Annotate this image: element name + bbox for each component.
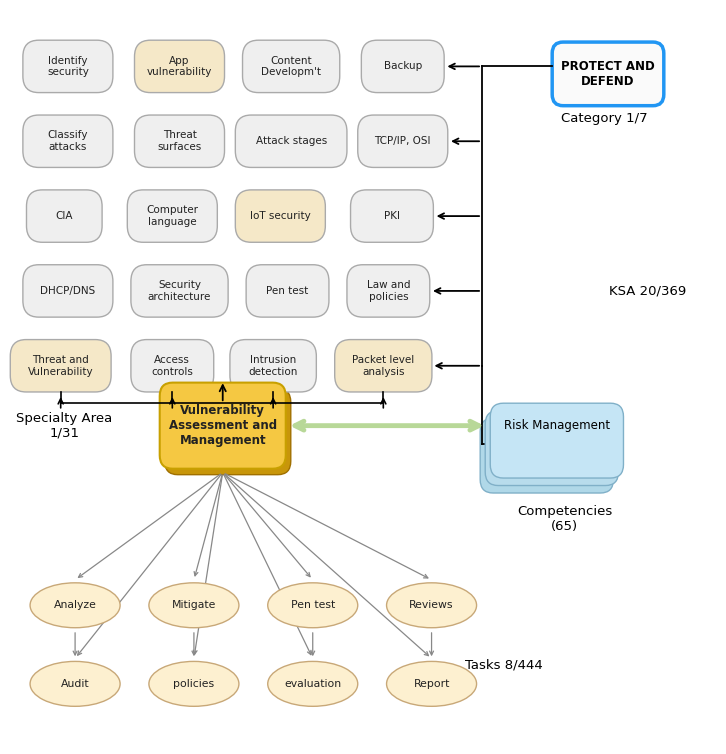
Text: Security
architecture: Security architecture <box>148 280 211 302</box>
FancyBboxPatch shape <box>165 388 291 475</box>
Text: Category 1/7: Category 1/7 <box>561 112 648 125</box>
Ellipse shape <box>149 583 239 628</box>
Text: Pen test: Pen test <box>266 286 309 296</box>
Text: Tasks 8/444: Tasks 8/444 <box>465 659 542 672</box>
FancyBboxPatch shape <box>347 265 430 317</box>
FancyBboxPatch shape <box>131 265 228 317</box>
Text: Competencies
(65): Competencies (65) <box>517 505 613 533</box>
FancyBboxPatch shape <box>480 418 613 493</box>
Text: Backup: Backup <box>383 61 422 72</box>
Text: Threat
surfaces: Threat surfaces <box>158 130 202 152</box>
Text: Law and
policies: Law and policies <box>367 280 410 302</box>
Text: policies: policies <box>174 679 214 689</box>
FancyBboxPatch shape <box>134 115 224 167</box>
Text: Reviews: Reviews <box>409 600 454 610</box>
Text: Packet level
analysis: Packet level analysis <box>352 355 415 376</box>
FancyBboxPatch shape <box>160 382 286 469</box>
FancyBboxPatch shape <box>246 265 329 317</box>
Text: Vulnerability
Assessment and
Management: Vulnerability Assessment and Management <box>168 404 277 447</box>
Text: PKI: PKI <box>384 211 400 221</box>
Ellipse shape <box>149 661 239 706</box>
Text: Specialty Area
1/31: Specialty Area 1/31 <box>16 412 113 440</box>
FancyBboxPatch shape <box>23 115 113 167</box>
FancyBboxPatch shape <box>235 115 347 167</box>
FancyBboxPatch shape <box>362 40 444 93</box>
Text: Analyze: Analyze <box>54 600 97 610</box>
Text: Report: Report <box>413 679 449 689</box>
Text: evaluation: evaluation <box>284 679 341 689</box>
Text: Risk Management: Risk Management <box>504 419 610 432</box>
Text: TCP/IP, OSI: TCP/IP, OSI <box>375 136 431 146</box>
FancyBboxPatch shape <box>10 339 111 392</box>
Ellipse shape <box>30 583 120 628</box>
FancyBboxPatch shape <box>242 40 340 93</box>
FancyBboxPatch shape <box>335 339 432 392</box>
Text: Computer
language: Computer language <box>147 205 198 227</box>
FancyBboxPatch shape <box>552 42 664 106</box>
Text: Audit: Audit <box>61 679 89 689</box>
FancyBboxPatch shape <box>235 190 325 242</box>
Text: KSA 20/369: KSA 20/369 <box>609 284 686 297</box>
Ellipse shape <box>268 661 358 706</box>
Text: Identify
security: Identify security <box>47 56 89 77</box>
Text: Content
Developm't: Content Developm't <box>261 56 321 77</box>
FancyBboxPatch shape <box>134 40 224 93</box>
Text: DHCP/DNS: DHCP/DNS <box>40 286 96 296</box>
Ellipse shape <box>268 583 358 628</box>
FancyBboxPatch shape <box>490 403 624 478</box>
FancyBboxPatch shape <box>230 339 317 392</box>
Text: App
vulnerability: App vulnerability <box>147 56 212 77</box>
Ellipse shape <box>386 661 476 706</box>
Text: Intrusion
detection: Intrusion detection <box>248 355 298 376</box>
Text: IoT security: IoT security <box>250 211 311 221</box>
Text: PROTECT AND
DEFEND: PROTECT AND DEFEND <box>561 60 655 88</box>
FancyBboxPatch shape <box>351 190 433 242</box>
Text: Threat and
Vulnerability: Threat and Vulnerability <box>28 355 94 376</box>
FancyBboxPatch shape <box>131 339 213 392</box>
FancyBboxPatch shape <box>23 265 113 317</box>
FancyBboxPatch shape <box>485 411 619 486</box>
Text: Access
controls: Access controls <box>152 355 193 376</box>
Text: Mitigate: Mitigate <box>172 600 216 610</box>
FancyBboxPatch shape <box>26 190 102 242</box>
FancyBboxPatch shape <box>23 40 113 93</box>
Text: Classify
attacks: Classify attacks <box>48 130 88 152</box>
Ellipse shape <box>30 661 120 706</box>
Text: Attack stages: Attack stages <box>256 136 327 146</box>
FancyBboxPatch shape <box>358 115 448 167</box>
Text: CIA: CIA <box>56 211 73 221</box>
Text: Pen test: Pen test <box>290 600 335 610</box>
FancyBboxPatch shape <box>127 190 217 242</box>
Ellipse shape <box>386 583 476 628</box>
